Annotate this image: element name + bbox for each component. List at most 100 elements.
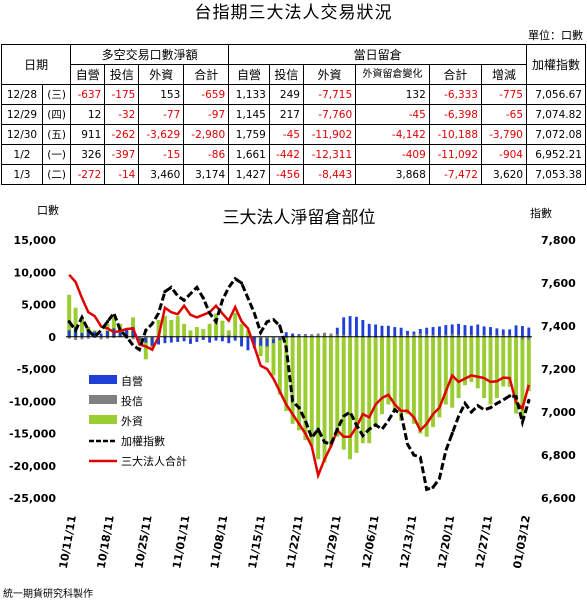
footer-credit: 統一期貨研究科製作 — [3, 589, 93, 600]
row-weekday: (五) — [41, 124, 72, 145]
right-tick-label: 7,400 — [541, 320, 576, 333]
bar-dealer — [214, 336, 218, 341]
column-header: 自營 — [228, 64, 270, 85]
bar-dealer — [476, 324, 480, 337]
bar-foreign — [316, 336, 321, 460]
table-cell: -272 — [70, 164, 106, 185]
index-point — [412, 453, 416, 457]
bar-foreign — [182, 323, 187, 337]
bar-trust — [342, 334, 346, 337]
bar-foreign — [271, 336, 276, 376]
table-cell: 153 — [138, 84, 185, 105]
table-cell: -7,760 — [302, 104, 357, 125]
bar-trust — [220, 335, 224, 337]
bar-dealer — [220, 336, 224, 342]
bar-dealer — [469, 325, 473, 337]
index-point — [527, 398, 531, 403]
column-header: 自營 — [70, 64, 106, 85]
bar-dealer — [501, 329, 505, 337]
bar-trust — [278, 336, 282, 339]
index-point — [316, 427, 320, 431]
bar-trust — [297, 335, 301, 337]
left-axis-label: 口數 — [37, 204, 59, 217]
table-cell: -7,715 — [302, 84, 357, 105]
row-weekday: (四) — [41, 104, 72, 125]
bar-trust — [495, 335, 499, 337]
table-cell: -32 — [104, 104, 140, 125]
bar-trust — [438, 335, 441, 337]
bar-foreign — [494, 336, 499, 399]
left-tick-label: 15,000 — [14, 234, 57, 247]
bar-trust — [272, 336, 275, 340]
table-cell: -8,443 — [302, 164, 357, 185]
bar-foreign — [105, 323, 110, 337]
bar-dealer — [520, 326, 524, 337]
x-tick-label: 11/15/11 — [246, 514, 268, 569]
table-row: 12/29 (四) 12 -32 -77 -97 1,145 217 -7,760 -45 -6,3… — [1, 104, 586, 125]
index-point — [163, 290, 167, 294]
table-cell: 3,460 — [138, 164, 185, 185]
table-cell: -3,790 — [481, 124, 527, 145]
bar-trust — [418, 333, 422, 337]
bar-dealer — [182, 336, 186, 342]
bar-dealer — [335, 327, 339, 337]
bar-dealer — [157, 336, 160, 345]
table-cell: 6,952.21 — [526, 144, 586, 165]
column-header: 合計 — [428, 64, 483, 85]
column-header: 外資留倉變化 — [355, 64, 430, 85]
bar-trust — [431, 334, 435, 337]
bar-foreign — [290, 336, 295, 424]
bar-dealer — [265, 336, 269, 347]
bar-trust — [463, 335, 467, 337]
bar-foreign — [258, 336, 263, 357]
index-point — [259, 330, 263, 335]
bar-foreign — [111, 317, 116, 337]
bar-dealer — [431, 327, 435, 337]
bar-foreign — [226, 330, 231, 337]
bar-dealer — [176, 336, 180, 342]
bar-foreign — [284, 336, 289, 411]
table-cell: -45 — [268, 124, 304, 145]
row-weekday: (一) — [41, 144, 72, 165]
table-cell: -7,472 — [428, 164, 483, 185]
bar-trust — [323, 332, 326, 337]
x-tick-label: 11/29/11 — [322, 514, 344, 569]
table-cell: 3,620 — [481, 164, 527, 185]
bar-dealer — [482, 326, 486, 337]
table-cell: -409 — [355, 144, 430, 165]
table-cell: 7,056.67 — [526, 84, 586, 105]
right-tick-label: 7,600 — [541, 277, 576, 290]
bar-trust — [86, 336, 90, 339]
bar-dealer — [163, 336, 167, 344]
bar-foreign — [443, 336, 448, 405]
bar-foreign — [482, 336, 487, 399]
bar-dealer — [489, 327, 492, 337]
bar-dealer — [418, 329, 422, 337]
bar-dealer — [393, 327, 397, 337]
legend-label: 自營 — [121, 375, 143, 388]
bar-dealer — [291, 333, 295, 337]
bar-trust — [406, 334, 409, 337]
bar-foreign — [73, 307, 78, 337]
bar-dealer — [93, 331, 97, 337]
bar-foreign — [360, 336, 365, 444]
right-axis-label: 指數 — [530, 206, 552, 220]
bar-foreign — [201, 329, 206, 337]
bar-dealer — [189, 336, 192, 344]
table-header-row: 日期 多空交易口數淨額 當日留倉 加權指數 — [0, 44, 586, 85]
table-cell: 7,072.08 — [526, 124, 586, 145]
table-cell: -175 — [104, 84, 140, 105]
bar-dealer — [99, 333, 103, 337]
bar-foreign — [169, 319, 174, 337]
left-tick-label: 5,000 — [21, 299, 56, 312]
index-point — [488, 406, 493, 410]
bar-trust — [303, 334, 307, 337]
bar-foreign — [450, 336, 455, 408]
table-cell: 217 — [268, 104, 304, 125]
bar-foreign — [507, 336, 512, 387]
row-date: 1/2 — [1, 144, 43, 165]
bar-dealer — [412, 331, 416, 337]
table-cell: -775 — [481, 84, 527, 105]
bar-foreign — [297, 336, 301, 431]
bar-trust — [80, 336, 84, 340]
